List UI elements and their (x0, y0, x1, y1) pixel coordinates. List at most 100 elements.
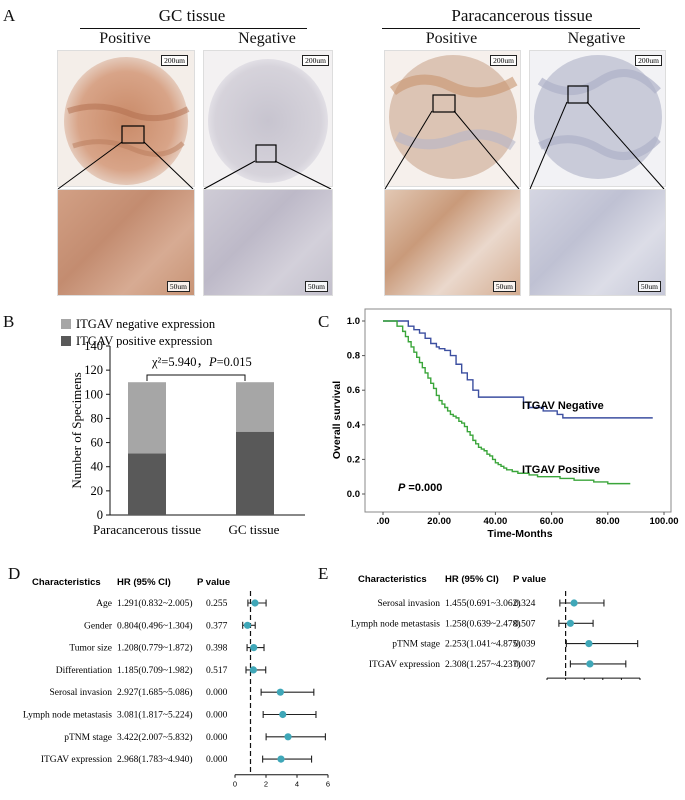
row-characteristic: Tumor size (69, 644, 112, 654)
y-tick-label: 0.6 (347, 385, 360, 396)
y-tick-label: 0 (97, 508, 103, 522)
row-pvalue: 0.007 (514, 660, 536, 670)
x-tick-label: 80.00 (596, 516, 620, 527)
forest-marks: 0 2 4 6 (233, 591, 330, 789)
row-hr: 1.258(0.639~2.478) (445, 618, 521, 629)
col-label-gc-negative: Negative (238, 30, 296, 47)
y-tick-label: 20 (91, 484, 104, 498)
col-label-para-positive: Positive (425, 30, 478, 47)
hr-point (586, 660, 594, 668)
bars (128, 382, 274, 515)
axes: .00 20.00 40.00 60.00 80.00 100.00 0.0 0.2 0.4 0.… (347, 316, 679, 527)
row-pvalue: 0.517 (206, 666, 228, 676)
x-tick-label: 4 (295, 780, 299, 789)
scale-bar-label: 50um (492, 281, 516, 292)
forest-plot-multivariate: Characteristics HR (95% CI) P value Sero… (351, 574, 641, 680)
row-pvalue: 0.255 (206, 599, 228, 609)
chi-square-annotation: χ²=5.940，P=0.015 (151, 355, 252, 369)
micrograph-gc-negative-high: 50um (203, 189, 333, 296)
row-pvalue: 0.398 (206, 644, 228, 654)
panel-d-letter: D (8, 564, 21, 583)
survival-chart: .00 20.00 40.00 60.00 80.00 100.00 0.0 0.2 0.4 0.… (331, 308, 679, 540)
y-tick-label: 60 (91, 436, 104, 450)
p-value: =0.000 (405, 482, 442, 494)
legend-swatch-positive (61, 336, 71, 346)
scale-bar-label: 200um (161, 55, 188, 66)
p-value-annotation: P =0.000 (398, 482, 442, 494)
row-pvalue: 0.377 (206, 621, 228, 631)
x-tick-label: 100.00 (649, 516, 678, 527)
row-hr: 1.185(0.709~1.982) (117, 665, 193, 676)
hr-point (277, 755, 285, 763)
panel-c-letter: C (318, 312, 330, 331)
scale-bar-label: 50um (166, 281, 190, 292)
x-tick-label: 2 (264, 780, 268, 789)
survival-curves (383, 320, 653, 485)
header-pvalue: P value (513, 574, 546, 585)
row-hr: 1.455(0.691~3.062) (445, 598, 521, 609)
hr-point (284, 733, 292, 741)
micrograph-para-negative-high: 50um (529, 189, 666, 296)
scale-bar-label: 200um (635, 55, 662, 66)
series-label-negative: ITGAV Negative (522, 400, 604, 412)
row-characteristic: ITGAV expression (369, 660, 440, 670)
hr-point (279, 710, 287, 719)
y-tick-label: 1.0 (347, 316, 360, 327)
row-hr: 2.308(1.257~4.237) (445, 659, 521, 670)
micrograph-gc-positive-high: 50um (57, 189, 195, 296)
p-label: P (208, 355, 217, 369)
hr-point (249, 666, 257, 674)
x-tick-label: 6 (326, 780, 330, 789)
y-tick-label: 120 (84, 363, 103, 377)
panel-e-letter: E (318, 564, 329, 583)
row-hr: 2.927(1.685~5.086) (117, 687, 193, 698)
row-hr: 1.291(0.832~2.005) (117, 598, 193, 609)
row-pvalue: 0.000 (206, 688, 228, 698)
x-tick-label: 40.00 (484, 516, 508, 527)
row-hr: 2.968(1.783~4.940) (117, 754, 193, 765)
y-axis-label: Overall survival (331, 381, 343, 459)
header-hr: HR (95% CI) (117, 577, 171, 588)
row-characteristic: Lymph node metastasis (351, 619, 440, 629)
col-label-para-negative: Negative (567, 30, 626, 47)
x-tick-label: GC tissue (229, 522, 280, 537)
y-tick-label: 100 (84, 387, 103, 401)
hr-point (566, 619, 574, 627)
plot-frame (364, 308, 672, 513)
panel-a-letter: A (3, 6, 16, 25)
header-characteristics: Characteristics (32, 577, 101, 588)
scale-bar-label: 50um (304, 281, 328, 292)
row-characteristic: Serosal invasion (377, 599, 440, 609)
row-characteristic: Age (96, 599, 112, 609)
forest-rows: Age 1.291(0.832~2.005) 0.255 Gender 0.804(0.… (23, 598, 228, 765)
forest-marks: 012345 (546, 591, 641, 680)
x-tick-label: 0 (233, 780, 237, 789)
x-tick-label: 60.00 (540, 516, 564, 527)
micrograph-gc-negative-low: 200um (203, 50, 333, 187)
legend-label-positive: ITGAV positive expression (76, 334, 213, 348)
legend-label-negative: ITGAV negative expression (76, 317, 216, 331)
row-characteristic: ITGAV expression (41, 755, 112, 765)
bar-segment (128, 382, 166, 454)
survival-line (383, 320, 631, 485)
micrograph-para-negative-low: 200um (529, 50, 666, 187)
row-pvalue: 0.000 (206, 711, 228, 721)
row-pvalue: 0.000 (206, 733, 228, 743)
row-pvalue: 0.324 (514, 599, 536, 609)
micrograph-gc-positive-low: 200um (57, 50, 195, 187)
row-hr: 0.804(0.496~1.304) (117, 620, 193, 631)
row-pvalue: 0.000 (206, 755, 228, 765)
x-tick-label: Paracancerous tissue (93, 522, 201, 537)
row-characteristic: pTNM stage (392, 640, 440, 650)
hr-point (243, 621, 252, 629)
row-characteristic: pTNM stage (64, 733, 112, 743)
header-characteristics: Characteristics (358, 574, 427, 585)
stacked-bar-chart: ITGAV negative expression ITGAV positive… (61, 317, 305, 537)
y-tick-label: 0.2 (347, 454, 360, 465)
scale-bar-label: 50um (637, 281, 661, 292)
header-pvalue: P value (197, 577, 230, 588)
y-tick-label: 0.4 (347, 420, 361, 431)
group-label-para: Paracancerous tissue (451, 6, 593, 25)
significance-bracket (146, 374, 246, 381)
header-hr: HR (95% CI) (445, 574, 499, 585)
